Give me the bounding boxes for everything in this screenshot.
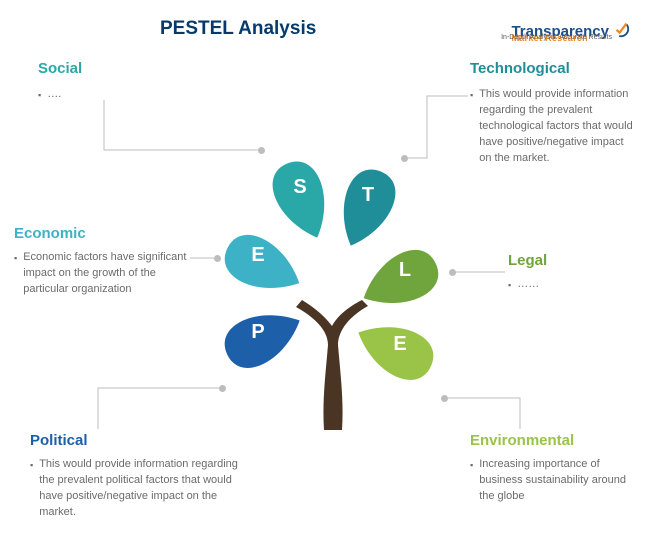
tree-leaf: E [217,227,310,305]
section-body-legal: …… [508,277,638,293]
section-body-economic: Economic factors have significant impact… [14,250,189,298]
connector-dot [258,147,265,154]
tree-leaf: S [265,154,339,246]
section-body-technological: This would provide information regarding… [470,87,635,167]
section-technological: Technological This would provide informa… [470,60,635,167]
section-title-technological: Technological [470,60,635,77]
section-environmental: Environmental Increasing importance of b… [470,432,635,505]
connector-dot [219,385,226,392]
connector-dot [214,255,221,262]
tree-leaf: L [353,242,446,320]
section-body-social: …. [38,87,208,103]
connector-dot [449,269,456,276]
section-title-environmental: Environmental [470,432,635,449]
section-body-political: This would provide information regarding… [30,457,240,521]
section-social: Social …. [38,60,208,103]
tree-leaf: E [348,311,441,388]
section-title-legal: Legal [508,252,638,269]
section-title-social: Social [38,60,208,77]
section-body-environmental: Increasing importance of business sustai… [470,457,635,505]
tree-leaf: P [217,299,310,376]
section-title-economic: Economic [14,225,189,242]
section-title-political: Political [30,432,240,449]
tree-trunk [296,300,368,430]
leaf-letter: E [251,244,264,266]
leaf-letter: E [393,333,406,355]
section-legal: Legal …… [508,252,638,293]
section-economic: Economic Economic factors have significa… [14,225,189,298]
leaf-letter: S [293,176,306,198]
connector-dot [441,395,448,402]
section-political: Political This would provide information… [30,432,240,521]
leaf-letter: P [251,321,264,343]
tree-leaf: T [329,162,403,254]
leaf-letter: T [362,184,374,206]
connector-dot [401,155,408,162]
leaf-letter: L [399,259,411,281]
